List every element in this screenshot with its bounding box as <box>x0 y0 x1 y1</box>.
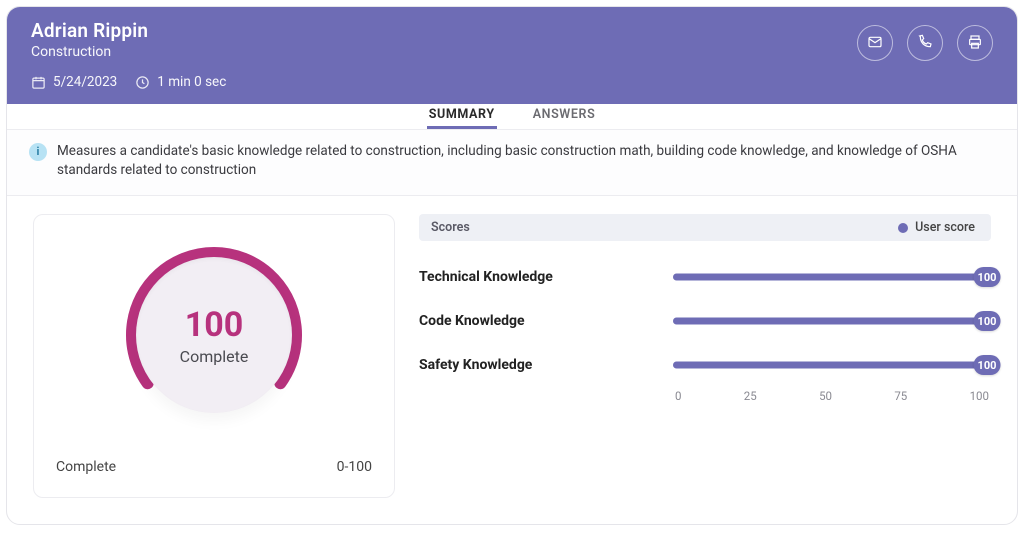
candidate-name: Adrian Rippin <box>31 19 226 42</box>
info-text: Measures a candidate's basic knowledge r… <box>57 142 995 181</box>
score-name: Technical Knowledge <box>419 269 655 285</box>
meta-duration: 1 min 0 sec <box>135 74 226 90</box>
axis-tick: 50 <box>819 389 832 403</box>
axis-tick: 0 <box>675 389 681 403</box>
gauge-footer-right: 0-100 <box>337 459 372 475</box>
score-bar: 100 <box>673 271 987 283</box>
meta-duration-text: 1 min 0 sec <box>157 74 226 90</box>
gauge-footer: Complete 0-100 <box>56 459 372 475</box>
legend-label: User score <box>915 220 975 235</box>
scores-legend: User score <box>898 220 975 235</box>
report-body: 100 Complete Complete 0-100 Scores User … <box>7 196 1017 524</box>
meta-date: 5/24/2023 <box>31 74 117 90</box>
header-actions <box>857 25 993 61</box>
bar-fill <box>673 362 987 369</box>
print-button[interactable] <box>957 25 993 61</box>
gauge: 100 Complete <box>114 235 314 435</box>
score-row: Safety Knowledge 100 <box>419 343 991 387</box>
score-name: Code Knowledge <box>419 313 655 329</box>
gauge-label: Complete <box>180 347 249 366</box>
bar-value-badge: 100 <box>974 311 1001 331</box>
print-icon <box>967 34 983 53</box>
bar-fill <box>673 318 987 325</box>
gauge-footer-left: Complete <box>56 459 116 475</box>
score-bar: 100 <box>673 359 987 371</box>
gauge-panel: 100 Complete Complete 0-100 <box>33 214 395 498</box>
axis-tick: 75 <box>894 389 907 403</box>
candidate-role: Construction <box>31 44 226 60</box>
score-list: Technical Knowledge100Code Knowledge100S… <box>419 255 991 387</box>
bar-value-badge: 100 <box>974 267 1001 287</box>
tabs: SUMMARY ANSWERS <box>7 104 1017 130</box>
axis-tick: 25 <box>744 389 757 403</box>
score-row: Technical Knowledge 100 <box>419 255 991 299</box>
tab-summary[interactable]: SUMMARY <box>427 104 497 129</box>
scores-header: Scores User score <box>419 214 991 241</box>
score-row: Code Knowledge 100 <box>419 299 991 343</box>
legend-dot-icon <box>898 223 908 233</box>
scores-header-title: Scores <box>431 220 470 235</box>
axis-tick: 100 <box>970 389 989 403</box>
score-axis: 0 25 50 75 100 <box>673 387 991 403</box>
calendar-icon <box>31 75 46 90</box>
report-card: Adrian Rippin Construction 5/24/2023 1 m… <box>6 6 1018 525</box>
email-icon <box>867 34 883 53</box>
bar-value-badge: 100 <box>974 355 1001 375</box>
scores-panel: Scores User score Technical Knowledge 100… <box>419 214 991 498</box>
clock-icon <box>135 75 150 90</box>
report-header: Adrian Rippin Construction 5/24/2023 1 m… <box>7 7 1017 104</box>
phone-button[interactable] <box>907 25 943 61</box>
bar-fill <box>673 274 987 281</box>
phone-icon <box>917 34 933 53</box>
info-icon: i <box>29 143 47 161</box>
email-button[interactable] <box>857 25 893 61</box>
tab-answers[interactable]: ANSWERS <box>531 104 598 129</box>
header-meta: 5/24/2023 1 min 0 sec <box>31 74 226 90</box>
gauge-score: 100 <box>185 305 244 345</box>
meta-date-text: 5/24/2023 <box>53 74 117 90</box>
gauge-face: 100 Complete <box>136 257 292 413</box>
score-bar: 100 <box>673 315 987 327</box>
score-name: Safety Knowledge <box>419 357 655 373</box>
header-left: Adrian Rippin Construction 5/24/2023 1 m… <box>31 19 226 90</box>
info-strip: i Measures a candidate's basic knowledge… <box>7 130 1017 196</box>
